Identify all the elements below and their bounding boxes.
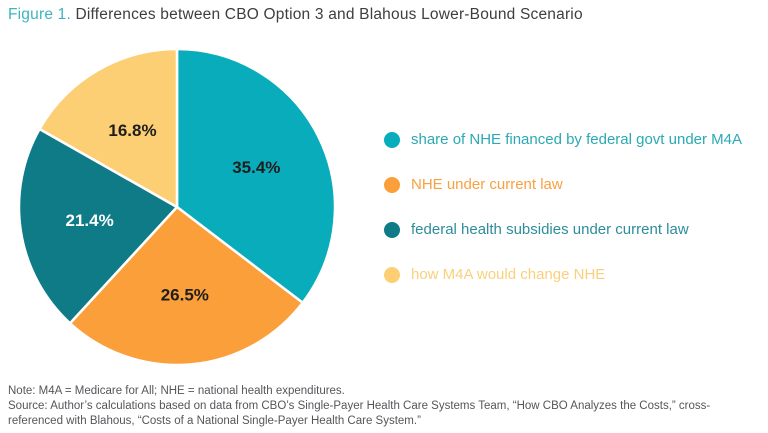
figure-number: Figure 1.	[8, 6, 71, 23]
chart-footnotes: Note: M4A = Medicare for All; NHE = nati…	[8, 384, 762, 430]
legend-swatch-icon	[384, 131, 400, 148]
legend-item: how M4A would change NHE	[384, 266, 742, 283]
pie-slice-3	[38, 47, 179, 209]
legend-swatch-icon	[384, 221, 400, 238]
pie-slice-1	[68, 205, 304, 367]
pie-slice-value-label-2: 21.4%	[65, 211, 113, 230]
pie-slice-value-label-3: 16.8%	[108, 121, 156, 140]
source-line: Source: Author’s calculations based on d…	[8, 400, 711, 428]
legend-item: NHE under current law	[384, 176, 742, 193]
pie-slices-group: 35.4% 26.5% 21.4% 16.8%	[17, 47, 337, 367]
note-line: Note: M4A = Medicare for All; NHE = nati…	[8, 385, 345, 397]
pie-slice-2	[17, 127, 179, 325]
legend-label: how M4A would change NHE	[411, 266, 606, 283]
legend-label: NHE under current law	[411, 176, 563, 193]
legend-item: federal health subsidies under current l…	[384, 221, 742, 238]
legend-swatch-icon	[384, 176, 400, 193]
legend-label: share of NHE financed by federal govt un…	[411, 131, 743, 148]
pie-slice-0	[175, 47, 337, 305]
legend: share of NHE financed by federal govt un…	[384, 131, 742, 283]
pie-slice-value-label-1: 26.5%	[161, 286, 209, 305]
legend-label: federal health subsidies under current l…	[411, 221, 689, 238]
pie-slice-value-label-0: 35.4%	[232, 158, 280, 177]
figure-title: Figure 1. Differences between CBO Option…	[8, 6, 583, 24]
legend-item: share of NHE financed by federal govt un…	[384, 131, 742, 148]
figure-title-text: Differences between CBO Option 3 and Bla…	[75, 6, 583, 23]
legend-swatch-icon	[384, 266, 400, 283]
